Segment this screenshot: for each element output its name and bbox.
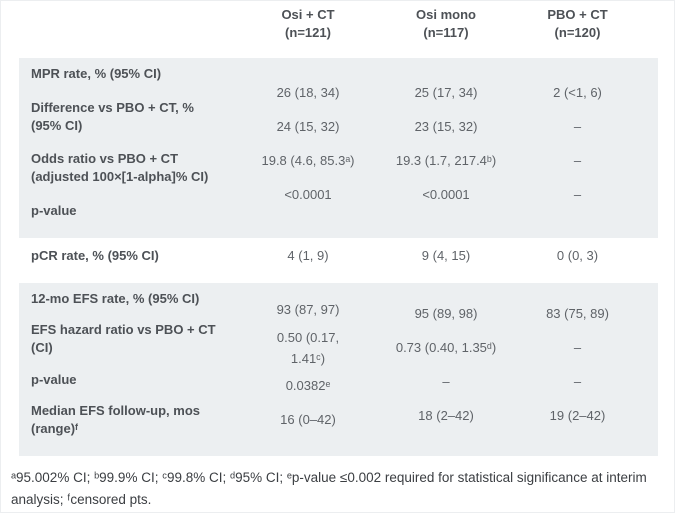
- pcr-values-osi-mono: 9 (4, 15): [375, 233, 517, 278]
- value-cell: 0.0382ᵉ: [285, 378, 331, 393]
- value-cell: 4 (1, 9): [287, 248, 329, 263]
- row-label-p-value: p-value: [31, 202, 77, 218]
- value-cell: 83 (75, 89): [546, 306, 609, 321]
- column-header-n: (n=117): [423, 25, 469, 40]
- row-label-median-efs-followup: Median EFS follow-up, mos (range)ᶠ: [31, 402, 200, 436]
- value-cell: 26 (18, 34): [276, 84, 340, 100]
- column-header-pbo-ct: PBO + CT (n=120): [517, 6, 658, 58]
- table-header-row: Osi + CT (n=121) Osi mono (n=117) PBO + …: [19, 1, 658, 58]
- pcr-values-pbo-ct: 0 (0, 3): [517, 233, 658, 278]
- column-header-n: (n=120): [554, 25, 601, 40]
- efs-values-osi-mono: 95 (89, 98) 0.73 (0.40, 1.35ᵈ) – 18 (2–4…: [375, 278, 517, 451]
- pcr-row: pCR rate, % (95% CI) 4 (1, 9) 9 (4, 15) …: [19, 238, 658, 283]
- mpr-values-osi-ct: 26 (18, 34) 24 (15, 32) 19.8 (4.6, 85.3ᵃ…: [241, 53, 375, 233]
- value-cell: 95 (89, 98): [414, 306, 478, 321]
- value-cell: 16 (0–42): [280, 412, 336, 427]
- value-cell: 24 (15, 32): [276, 118, 340, 134]
- value-cell: 18 (2–42): [418, 408, 474, 423]
- efs-section-row-labels: 12-mo EFS rate, % (95% CI) EFS hazard ra…: [19, 283, 241, 456]
- column-header-name: Osi mono: [416, 7, 476, 22]
- mpr-values-pbo-ct: 2 (<1, 6) – – –: [517, 53, 658, 233]
- value-cell: –: [573, 152, 582, 168]
- column-header-osi-mono: Osi mono (n=117): [375, 6, 517, 58]
- value-cell: 19.3 (1.7, 217.4ᵇ): [395, 152, 497, 168]
- row-label-efs-hazard-ratio: EFS hazard ratio vs PBO + CT (CI): [31, 322, 216, 356]
- row-label-odds-ratio: Odds ratio vs PBO + CT (adjusted 100×[1-…: [31, 151, 209, 185]
- mpr-values-osi-mono: 25 (17, 34) 23 (15, 32) 19.3 (1.7, 217.4…: [375, 53, 517, 233]
- value-cell: –: [573, 340, 582, 355]
- value-cell: <0.0001: [284, 186, 332, 202]
- column-header-spacer: [19, 6, 241, 58]
- row-label-difference: Difference vs PBO + CT, % (95% CI): [31, 99, 194, 133]
- value-cell: 19.8 (4.6, 85.3ᵃ): [261, 152, 355, 168]
- value-cell: 93 (87, 97): [276, 302, 340, 317]
- value-cell: –: [442, 374, 450, 389]
- efs-values-pbo-ct: 83 (75, 89) – – 19 (2–42): [517, 278, 658, 451]
- row-label-mpr-rate: MPR rate, % (95% CI): [31, 66, 162, 81]
- table-footnote: ᵃ95.002% CI; ᵇ99.9% CI; ᶜ99.8% CI; ᵈ95% …: [11, 470, 647, 507]
- value-cell: 0.50 (0.17, 1.41ᶜ): [276, 329, 340, 366]
- mpr-section-row-labels: MPR rate, % (95% CI) Difference vs PBO +…: [19, 58, 241, 238]
- row-label-pcr-rate: pCR rate, % (95% CI): [31, 247, 159, 263]
- value-cell: <0.0001: [422, 186, 470, 202]
- pcr-values-osi-ct: 4 (1, 9): [241, 233, 375, 278]
- value-cell: 0 (0, 3): [556, 248, 599, 263]
- column-header-osi-ct: Osi + CT (n=121): [241, 6, 375, 58]
- column-header-name: Osi + CT: [281, 7, 335, 22]
- value-cell: 0.73 (0.40, 1.35ᵈ): [395, 340, 497, 355]
- value-cell: –: [573, 374, 582, 389]
- value-cell: 9 (4, 15): [421, 248, 471, 263]
- pcr-row-label-wrap: pCR rate, % (95% CI): [19, 233, 241, 278]
- value-cell: –: [573, 186, 582, 202]
- efs-values-osi-ct: 93 (87, 97) 0.50 (0.17, 1.41ᶜ) 0.0382ᵉ 1…: [241, 278, 375, 451]
- column-header-name: PBO + CT: [547, 7, 608, 22]
- value-cell: 23 (15, 32): [414, 118, 478, 134]
- row-label-p-value: p-value: [31, 371, 77, 387]
- mpr-section: MPR rate, % (95% CI) Difference vs PBO +…: [19, 58, 658, 238]
- value-cell: 25 (17, 34): [414, 84, 478, 100]
- value-cell: 19 (2–42): [549, 408, 606, 423]
- column-header-n: (n=121): [285, 25, 331, 40]
- row-label-efs-rate: 12-mo EFS rate, % (95% CI): [31, 291, 200, 306]
- value-cell: –: [573, 118, 582, 134]
- efs-section: 12-mo EFS rate, % (95% CI) EFS hazard ra…: [19, 283, 658, 456]
- value-cell: 2 (<1, 6): [553, 84, 602, 100]
